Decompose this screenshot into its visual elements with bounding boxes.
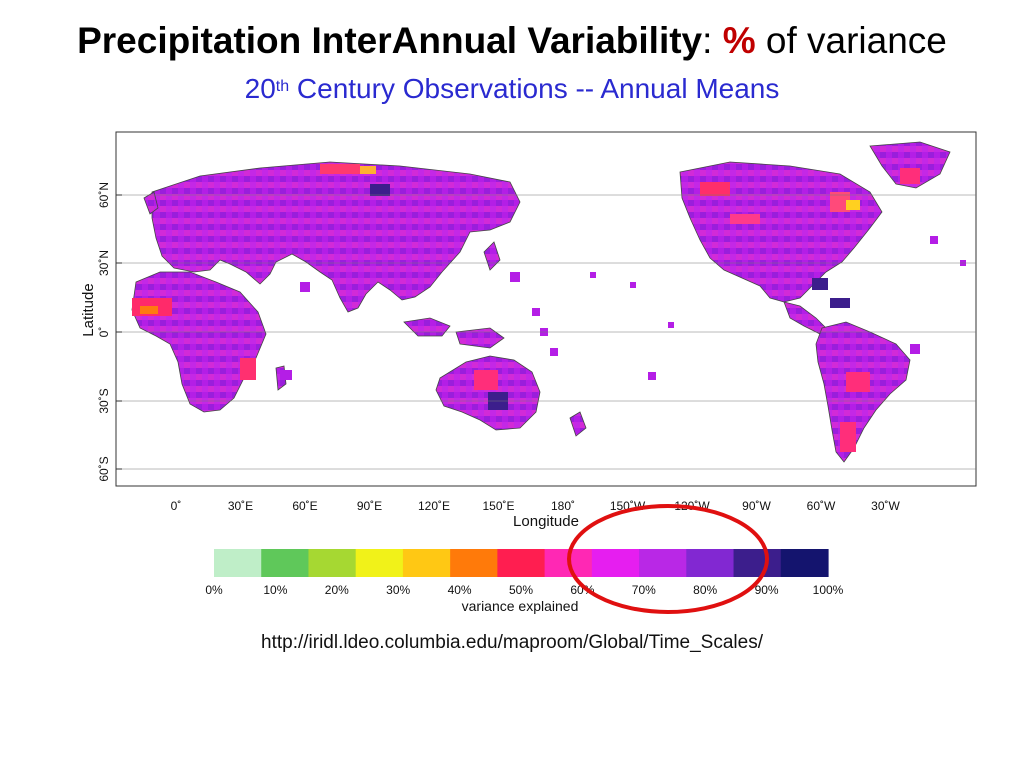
colorbar-tick-label: 90%: [755, 583, 779, 597]
x-tick-label: 180˚: [551, 499, 575, 513]
colorbar-tick-label: 100%: [813, 583, 844, 597]
land-british-isles: [143, 191, 159, 215]
x-tick-label: 90˚E: [357, 499, 382, 513]
colorbar-cell: [261, 549, 310, 577]
x-tick-label: 30˚E: [228, 499, 253, 513]
y-tick-label: 60˚S: [97, 456, 111, 481]
colorbar-svg: 0% 10% 20% 30% 40% 50% 60% 70% 80% 90% 100% varian…: [205, 549, 844, 614]
x-tick-label: 120˚W: [674, 499, 710, 513]
colorbar-cell: [402, 549, 451, 577]
x-tick-label: 30˚W: [871, 499, 900, 513]
slide-title: Precipitation InterAnnual Variability: %…: [0, 20, 1024, 62]
y-tick-labels: 60˚N 30˚N 0˚ 30˚S 60˚S: [97, 182, 111, 482]
subtitle-prefix: 20: [244, 73, 276, 104]
colorbar-tick-label: 30%: [386, 583, 410, 597]
y-tick-label: 30˚N: [97, 250, 111, 276]
map-plot-area: [116, 141, 976, 470]
colorbar-tick-label: 80%: [693, 583, 717, 597]
title-main: Precipitation InterAnnual Variability: [77, 20, 703, 61]
colorbar-cell: [686, 549, 735, 577]
source-url: http://iridl.ldeo.columbia.edu/maproom/G…: [261, 632, 763, 653]
colorbar-tick-label: 20%: [325, 583, 349, 597]
colorbar-cell: [308, 549, 357, 577]
land-se-asia-islands: [403, 317, 451, 337]
colorbar-cell: [544, 549, 593, 577]
map-svg: 60˚N 30˚N 0˚ 30˚S 60˚S 0˚ 30˚E 60˚E 90˚E 120˚E 15…: [80, 131, 977, 530]
colorbar-cell: [639, 549, 687, 577]
land-eurasia: [151, 161, 521, 313]
colorbar-tick-label: 0%: [205, 583, 223, 597]
x-axis-label: Longitude: [513, 513, 579, 530]
land-greenland: [869, 141, 951, 189]
colorbar-label: variance explained: [462, 598, 579, 614]
colorbar-tick-label: 10%: [263, 583, 287, 597]
y-axis-label: Latitude: [80, 283, 97, 336]
colorbar-tick-labels: 0% 10% 20% 30% 40% 50% 60% 70% 80% 90% 100%: [205, 583, 843, 597]
x-tick-label: 150˚E: [482, 499, 514, 513]
subtitle-superscript: th: [275, 77, 290, 95]
precipitation-variance-map: 60˚N 30˚N 0˚ 30˚S 60˚S 0˚ 30˚E 60˚E 90˚E 120˚E 15…: [70, 122, 980, 542]
colorbar-tick-label: 60%: [570, 583, 594, 597]
slide-subtitle: 20th Century Observations -- Annual Mean…: [0, 73, 1024, 105]
land-indonesia: [455, 327, 505, 349]
variance-hotspots: [132, 164, 920, 452]
title-percent-sign: %: [722, 20, 756, 61]
y-tick-label: 0˚: [97, 327, 111, 338]
colorbar-tick-label: 70%: [632, 583, 656, 597]
colorbar-cell: [214, 549, 262, 577]
colorbar-cells: [214, 549, 829, 577]
x-tick-label: 60˚W: [807, 499, 836, 513]
subtitle-rest: Century Observations -- Annual Means: [289, 73, 780, 104]
x-tick-label: 120˚E: [418, 499, 450, 513]
x-tick-label: 150˚W: [610, 499, 646, 513]
colorbar-cell: [450, 549, 498, 577]
colorbar-cell: [780, 549, 829, 577]
colorbar-cell: [733, 549, 782, 577]
x-tick-labels: 0˚ 30˚E 60˚E 90˚E 120˚E 150˚E 180˚ 150˚W 120˚W 90…: [171, 499, 901, 513]
colorbar: 0% 10% 20% 30% 40% 50% 60% 70% 80% 90% 100% varian…: [190, 540, 870, 620]
colorbar-cell: [591, 549, 640, 577]
title-separator: :: [702, 20, 713, 61]
colorbar-cell: [497, 549, 546, 577]
x-tick-label: 60˚E: [292, 499, 317, 513]
colorbar-cell: [355, 549, 404, 577]
y-tick-label: 30˚S: [97, 388, 111, 413]
colorbar-tick-label: 40%: [448, 583, 472, 597]
title-rest: of variance: [765, 20, 947, 61]
colorbar-tick-label: 50%: [509, 583, 533, 597]
x-tick-label: 0˚: [171, 499, 182, 513]
land-new-zealand: [569, 411, 587, 437]
x-tick-label: 90˚W: [742, 499, 771, 513]
y-tick-label: 60˚N: [97, 182, 111, 208]
